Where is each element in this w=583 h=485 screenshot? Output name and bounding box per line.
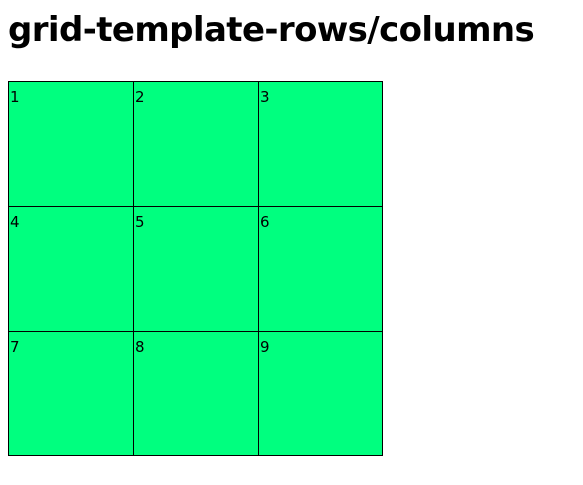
grid-item-6: 6 — [258, 206, 383, 332]
grid-item-9: 9 — [258, 331, 383, 456]
grid-item-2: 2 — [133, 81, 259, 207]
page-title: grid-template-rows/columns — [8, 10, 535, 50]
grid-item-7: 7 — [8, 331, 134, 456]
grid-item-5: 5 — [133, 206, 259, 332]
grid-item-4: 4 — [8, 206, 134, 332]
grid-item-8: 8 — [133, 331, 259, 456]
grid-container: 1 2 3 4 5 6 7 8 9 — [8, 81, 383, 456]
grid-item-3: 3 — [258, 81, 383, 207]
grid-item-1: 1 — [8, 81, 134, 207]
